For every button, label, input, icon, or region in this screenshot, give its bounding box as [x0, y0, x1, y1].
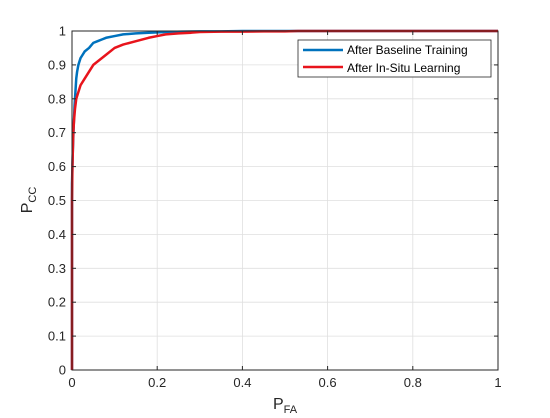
legend-label-baseline: After Baseline Training [347, 43, 468, 57]
grid-lines [71, 30, 499, 371]
axis-ticks [71, 30, 499, 371]
y-tick-label-7: 0.7 [48, 125, 66, 140]
x-tick-label-0: 0 [68, 375, 75, 390]
y-tick-label-5: 0.5 [48, 193, 66, 208]
y-axis-label-sub: CC [27, 187, 39, 203]
x-tick-label-2: 0.4 [233, 375, 251, 390]
y-tick-label-4: 0.4 [48, 227, 66, 242]
legend-label-in-situ: After In-Situ Learning [347, 61, 460, 75]
x-tick-label-3: 0.6 [319, 375, 337, 390]
y-axis-label-main: P [19, 203, 36, 214]
y-tick-label-6: 0.6 [48, 159, 66, 174]
y-tick-label-3: 0.3 [48, 261, 66, 276]
x-tick-label-4: 0.8 [404, 375, 422, 390]
tick-labels: 0 0.2 0.4 0.6 0.8 1 0 0.1 0.2 0.3 0.4 0.5 0.6 0.7 0.8 0… [48, 24, 502, 391]
x-axis-label-sub: FA [284, 404, 298, 416]
y-tick-label-2: 0.2 [48, 295, 66, 310]
y-axis-label: PCC [19, 187, 39, 214]
x-tick-label-1: 0.2 [148, 375, 166, 390]
legend: After Baseline Training After In-Situ Le… [297, 39, 492, 78]
x-axis-label-main: P [273, 396, 284, 413]
y-tick-label-9: 0.9 [48, 57, 66, 72]
y-tick-label-8: 0.8 [48, 91, 66, 106]
x-axis-label: PFA [273, 396, 298, 416]
y-tick-label-10: 1 [59, 24, 66, 39]
legend-box [297, 39, 492, 78]
y-tick-label-0: 0 [59, 363, 66, 378]
x-tick-label-5: 1 [494, 375, 501, 390]
y-tick-label-1: 0.1 [48, 329, 66, 344]
